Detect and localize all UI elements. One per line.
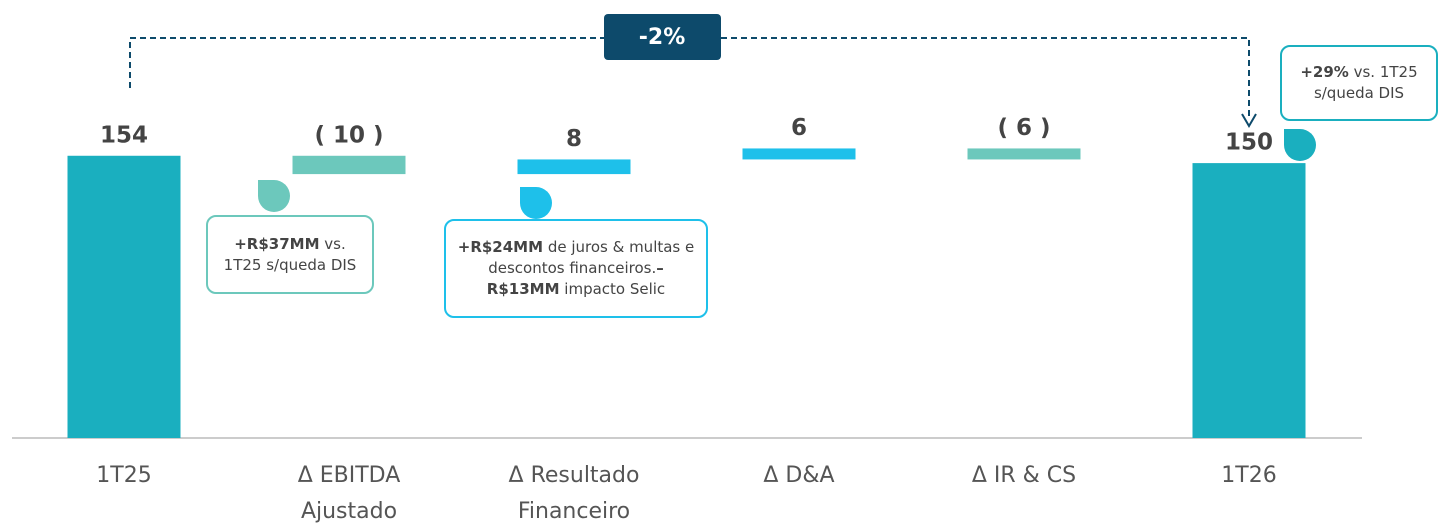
x-tick-label: Δ Resultado Financeiro <box>508 463 640 524</box>
callout: +29% vs. 1T25 s/queda DIS <box>1280 45 1438 121</box>
change-bracket <box>129 37 1250 118</box>
callout: +R$37MM vs. 1T25 s/queda DIS <box>206 215 374 294</box>
callout: +R$24MM de juros & multas e descontos fi… <box>444 219 708 318</box>
callout-drop <box>520 187 552 219</box>
callout-text: +29% vs. 1T25 s/queda DIS <box>1290 62 1428 104</box>
bar <box>67 155 181 439</box>
value-label: 6 <box>791 115 807 141</box>
x-tick-label: 1T25 <box>96 463 152 488</box>
callout-part: vs. 1T25 s/queda DIS <box>223 234 357 274</box>
x-tick-label: Δ D&A <box>763 463 835 488</box>
callout-part: –R$13MM <box>486 259 664 298</box>
value-label: ( 10 ) <box>314 122 383 148</box>
callout-drop <box>258 180 290 212</box>
callout-part: +R$24MM <box>457 238 544 256</box>
x-tick-label: Δ IR & CS <box>971 463 1077 488</box>
bar <box>292 155 406 175</box>
callout-drop <box>1284 129 1316 161</box>
change-arrow <box>1241 113 1257 128</box>
change-label: -2% <box>639 25 685 50</box>
callout-part: +R$37MM <box>234 234 320 253</box>
bar <box>1192 163 1306 438</box>
callout-part: impacto Selic <box>559 280 666 298</box>
change-box <box>604 14 721 60</box>
value-label: 150 <box>1225 130 1273 156</box>
value-label: ( 6 ) <box>997 115 1050 141</box>
x-tick-label: Δ EBITDA Ajustado <box>297 463 401 524</box>
callout-part: vs. 1T25 s/queda DIS <box>1313 63 1418 102</box>
bar <box>742 148 856 160</box>
bar <box>967 148 1081 160</box>
callout-text: +R$24MM de juros & multas e descontos fi… <box>454 237 698 300</box>
value-label: 8 <box>566 126 582 152</box>
x-tick-label: 1T26 <box>1221 463 1277 488</box>
value-label: 154 <box>100 122 148 148</box>
bar <box>517 159 631 175</box>
callout-text: +R$37MM vs. 1T25 s/queda DIS <box>216 234 364 276</box>
callout-part: de juros & multas e descontos financeiro… <box>488 238 695 277</box>
callout-part: +29% <box>1300 63 1349 81</box>
